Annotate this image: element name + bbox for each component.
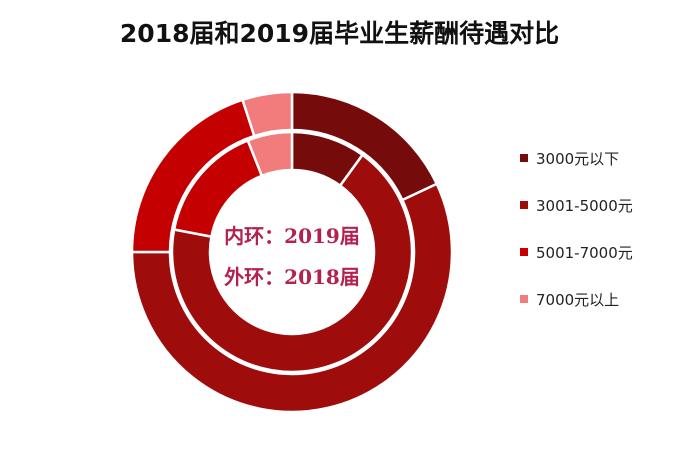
- legend-swatch-4: [520, 295, 528, 303]
- legend-label-3: 5001-7000元: [536, 243, 633, 262]
- legend-swatch-2: [520, 201, 528, 209]
- outer-ring-label: 外环：2018届: [224, 265, 360, 289]
- inner-ring-2019: [170, 130, 414, 374]
- legend-item-1: 3000元以下: [520, 146, 633, 170]
- outer-slice-2: [130, 182, 454, 414]
- inner-slice-4: [246, 130, 294, 178]
- legend-label-2: 3001-5000元: [536, 196, 633, 215]
- legend-item-4: 7000元以上: [520, 287, 633, 311]
- legend-item-3: 5001-7000元: [520, 240, 633, 264]
- outer-slice-4: [240, 90, 294, 138]
- legend-label-1: 3000元以下: [536, 149, 620, 168]
- inner-ring-label: 内环：2019届: [224, 224, 360, 248]
- outer-ring-2018: [130, 90, 454, 414]
- legend: 3000元以下 3001-5000元 5001-7000元 7000元以上: [520, 146, 633, 334]
- legend-swatch-3: [520, 248, 528, 256]
- legend-label-4: 7000元以上: [536, 290, 620, 309]
- chart-title: 2018届和2019届毕业生薪酬待遇对比: [119, 19, 560, 48]
- legend-swatch-1: [520, 154, 528, 162]
- legend-item-2: 3001-5000元: [520, 193, 633, 217]
- inner-slice-2: [170, 153, 414, 374]
